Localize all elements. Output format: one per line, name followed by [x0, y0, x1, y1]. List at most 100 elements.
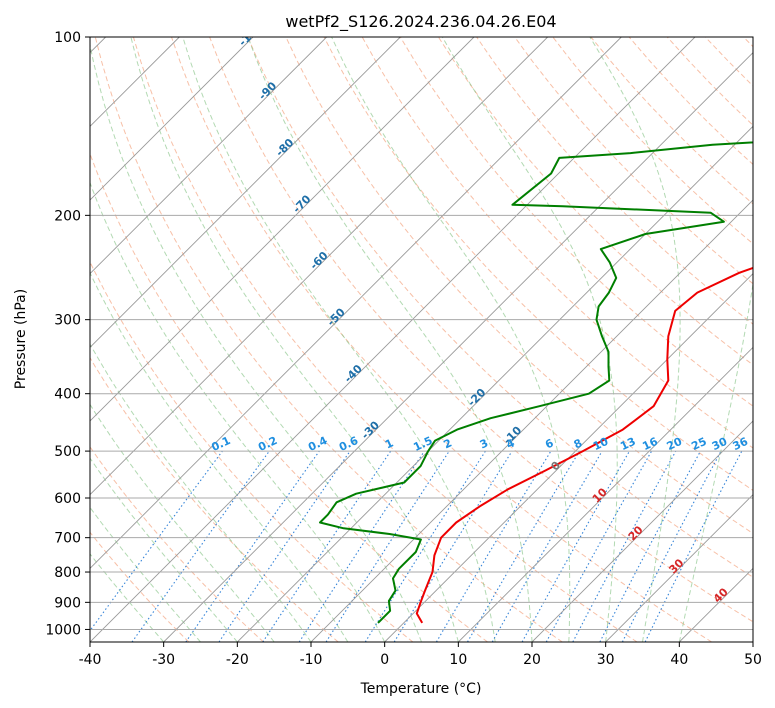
dewpoint-profile — [319, 141, 753, 624]
isotherm — [679, 567, 753, 642]
isotherm — [90, 37, 401, 348]
mixing-ratio-line — [435, 450, 552, 642]
mixing-ratio-label: 30 — [710, 435, 730, 453]
y-tick-label: 300 — [54, 313, 81, 329]
dry-adiabat — [94, 37, 563, 642]
x-tick-label: 0 — [380, 652, 389, 668]
mixing-ratio-line — [572, 450, 677, 642]
x-tick-label: 40 — [670, 652, 688, 668]
mixing-ratio-label: 36 — [731, 435, 751, 453]
dry-adiabat — [552, 37, 753, 245]
x-tick-label: -30 — [152, 652, 175, 668]
plot-area: -100-90-80-70-60-50-40-30-20-10010203040… — [90, 37, 753, 642]
dry-adiabat-label: -20 — [465, 386, 488, 409]
dry-adiabat — [132, 37, 638, 642]
x-axis: -40 -30 -20 -10 0 10 20 30 40 50 — [79, 642, 762, 668]
mixing-ratio-label: 16 — [640, 435, 660, 453]
y-axis-label: Pressure (hPa) — [13, 289, 29, 389]
isotherm — [237, 125, 753, 642]
isotherm — [90, 37, 327, 275]
dry-adiabat — [247, 37, 753, 578]
x-tick-label: -40 — [79, 652, 102, 668]
y-tick-label: 800 — [54, 565, 81, 581]
mixing-ratio-line — [393, 450, 513, 642]
moist-adiabat — [90, 457, 238, 642]
dry-adiabat — [437, 37, 753, 366]
isotherm — [90, 37, 696, 642]
mixing-ratio-label: 13 — [618, 435, 637, 453]
x-tick-label: -10 — [300, 652, 323, 668]
moist-adiabat — [90, 42, 422, 642]
chart-title: wetPf2_S126.2024.236.04.26.E04 — [285, 12, 556, 32]
dry-adiabat — [90, 531, 190, 642]
dry-adiabat — [514, 37, 753, 285]
isotherm — [384, 273, 753, 642]
mixing-ratio-line — [90, 450, 223, 632]
dry-adiabat — [209, 37, 753, 623]
dry-adiabat-label: 30 — [666, 556, 686, 576]
isotherm — [90, 37, 475, 422]
dry-adiabat — [90, 446, 264, 642]
mixing-ratio-line — [521, 450, 630, 642]
mixing-ratio-line — [644, 450, 743, 642]
plot-frame — [89, 36, 754, 643]
moist-adiabat — [90, 506, 201, 642]
moist-adiabat — [90, 271, 349, 642]
x-tick-label: 30 — [597, 652, 615, 668]
isotherm — [90, 37, 254, 201]
dry-adiabat — [666, 37, 753, 126]
dry-adiabat-label: -30 — [359, 418, 382, 441]
dry-adiabat — [399, 37, 753, 407]
moist-adiabat — [247, 37, 533, 642]
mixing-ratio-label: 2 — [442, 436, 454, 451]
y-tick-label: 400 — [54, 387, 81, 403]
y-tick-label: 600 — [54, 491, 81, 507]
moist-adiabat — [441, 37, 618, 642]
moist-adiabat — [90, 343, 312, 642]
mixing-ratio-line — [218, 450, 351, 642]
mixing-ratio-line — [599, 450, 701, 642]
x-tick-label: 20 — [523, 652, 541, 668]
mixing-ratio-label: 3 — [478, 436, 490, 451]
y-tick-label: 700 — [54, 531, 81, 547]
dry-adiabat-label: -80 — [273, 136, 296, 159]
mixing-ratio-line — [545, 450, 653, 642]
isotherm — [605, 494, 753, 642]
moist-adiabat — [90, 403, 275, 642]
dry-adiabat — [590, 37, 753, 205]
dry-adiabat-label: -60 — [307, 249, 330, 272]
dry-adiabat — [171, 37, 712, 642]
y-tick-label: 500 — [54, 444, 81, 460]
dry-adiabat — [90, 356, 339, 642]
y-tick-label: 900 — [54, 595, 81, 611]
dry-adiabat-label: -40 — [342, 362, 365, 385]
isotherm — [90, 37, 622, 569]
moist-adiabat — [331, 37, 571, 642]
mixing-ratio-label: 6 — [543, 436, 556, 451]
mixing-ratio-label: 20 — [665, 435, 685, 453]
temperature-profile — [415, 266, 753, 624]
moist-adiabat — [182, 37, 496, 642]
isotherm — [163, 52, 753, 642]
isotherm — [752, 641, 753, 642]
mixing-ratio-line — [298, 450, 425, 642]
y-axis: 100 200 300 400 500 600 700 800 900 1000 — [45, 30, 90, 638]
y-tick-label: 100 — [54, 30, 81, 46]
moist-adiabat — [90, 181, 386, 642]
mixing-ratio-label: 10 — [591, 435, 611, 453]
isotherm — [458, 346, 753, 642]
dry-adiabat — [476, 37, 753, 325]
y-tick-label: 200 — [54, 208, 81, 224]
mixing-ratio-line — [185, 450, 320, 642]
dry-adiabat-label: -70 — [290, 192, 313, 215]
isotherm — [531, 420, 753, 642]
x-tick-label: 50 — [744, 652, 762, 668]
dry-adiabat — [361, 37, 753, 449]
dry-adiabat — [90, 152, 488, 642]
moist-adiabat — [678, 280, 753, 642]
mixing-ratio-label: 1 — [383, 436, 395, 451]
dry-adiabat — [90, 260, 414, 642]
mixing-ratio-line — [325, 450, 450, 642]
x-tick-label: 10 — [449, 652, 467, 668]
dry-adiabat — [743, 37, 753, 48]
